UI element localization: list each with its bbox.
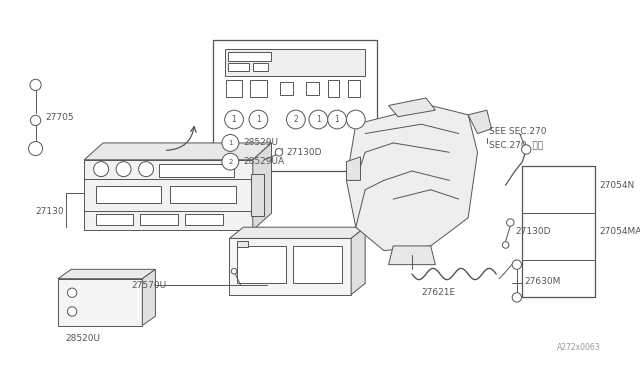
Text: 27621E: 27621E: [421, 288, 456, 297]
Text: 1: 1: [256, 115, 260, 124]
Polygon shape: [58, 269, 156, 279]
Polygon shape: [142, 269, 156, 326]
Text: 27705: 27705: [45, 113, 74, 122]
Bar: [306, 82, 319, 95]
Circle shape: [31, 115, 41, 126]
Bar: [253, 63, 268, 71]
Circle shape: [222, 135, 239, 151]
Text: 1: 1: [228, 140, 232, 146]
Text: 1: 1: [232, 115, 236, 124]
Text: 28529U: 28529U: [243, 138, 278, 147]
Text: 28520U: 28520U: [65, 334, 100, 343]
Text: 28529UA: 28529UA: [243, 157, 285, 166]
Circle shape: [502, 242, 509, 248]
Polygon shape: [468, 110, 492, 134]
Bar: [522, 166, 595, 298]
Bar: [237, 246, 285, 283]
Text: 2: 2: [228, 158, 232, 165]
Polygon shape: [388, 98, 435, 117]
Text: 27570U: 27570U: [131, 281, 166, 290]
Bar: [214, 40, 378, 171]
Circle shape: [225, 110, 243, 129]
Circle shape: [67, 307, 77, 316]
Bar: [228, 63, 249, 71]
Polygon shape: [346, 106, 477, 251]
Text: SEC.270  参図: SEC.270 参図: [489, 140, 543, 149]
Bar: [280, 82, 293, 95]
Bar: [226, 80, 243, 97]
Circle shape: [231, 268, 237, 274]
Bar: [251, 174, 264, 216]
Circle shape: [512, 260, 522, 269]
Circle shape: [346, 110, 365, 129]
Circle shape: [249, 110, 268, 129]
Circle shape: [287, 110, 305, 129]
Polygon shape: [58, 279, 142, 326]
Text: A272x0063: A272x0063: [557, 343, 601, 352]
Bar: [237, 241, 248, 247]
Bar: [293, 246, 342, 283]
Circle shape: [222, 153, 239, 170]
Circle shape: [275, 148, 283, 156]
Text: 27054N: 27054N: [599, 180, 634, 190]
Circle shape: [30, 79, 41, 90]
Bar: [228, 52, 271, 61]
Polygon shape: [388, 246, 435, 264]
Polygon shape: [84, 160, 253, 230]
Text: 1: 1: [316, 115, 321, 124]
Text: SEE SEC.270: SEE SEC.270: [489, 127, 547, 136]
Bar: [348, 80, 360, 97]
Text: 27130D: 27130D: [515, 227, 550, 236]
Bar: [95, 214, 133, 225]
Polygon shape: [84, 143, 271, 160]
Circle shape: [67, 288, 77, 298]
Polygon shape: [229, 238, 351, 295]
Text: 27130: 27130: [36, 207, 64, 216]
Text: 1: 1: [335, 115, 339, 124]
Bar: [328, 80, 339, 97]
Circle shape: [139, 162, 154, 177]
Text: 27130D: 27130D: [287, 148, 322, 157]
Text: 2: 2: [294, 115, 298, 124]
Polygon shape: [253, 143, 271, 230]
Circle shape: [328, 110, 346, 129]
Polygon shape: [229, 227, 365, 238]
Circle shape: [522, 145, 531, 154]
Bar: [159, 164, 234, 177]
Circle shape: [29, 141, 43, 155]
Bar: [186, 214, 223, 225]
Text: 27630M: 27630M: [524, 277, 561, 286]
Circle shape: [116, 162, 131, 177]
Circle shape: [506, 219, 514, 226]
Text: 27054MA: 27054MA: [599, 227, 640, 236]
Bar: [170, 186, 236, 203]
Polygon shape: [351, 227, 365, 295]
Bar: [250, 80, 267, 97]
Circle shape: [309, 110, 328, 129]
Bar: [95, 186, 161, 203]
Circle shape: [512, 293, 522, 302]
Circle shape: [93, 162, 109, 177]
Bar: [140, 214, 178, 225]
Polygon shape: [346, 157, 360, 180]
Bar: [225, 49, 365, 76]
